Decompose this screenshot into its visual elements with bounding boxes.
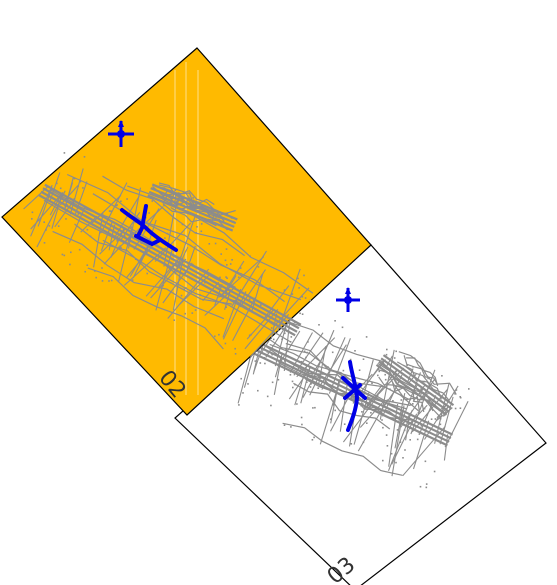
sheet-02-alignment: [120, 204, 178, 252]
sheet-02[interactable]: 02: [1, 47, 372, 416]
north-arrow-icon: [108, 120, 134, 147]
north-arrow-icon: [336, 287, 360, 312]
sheet-03-alignment: [341, 360, 367, 432]
sheet-03[interactable]: 03: [174, 244, 547, 585]
sheet-02-linework: [23, 152, 314, 365]
